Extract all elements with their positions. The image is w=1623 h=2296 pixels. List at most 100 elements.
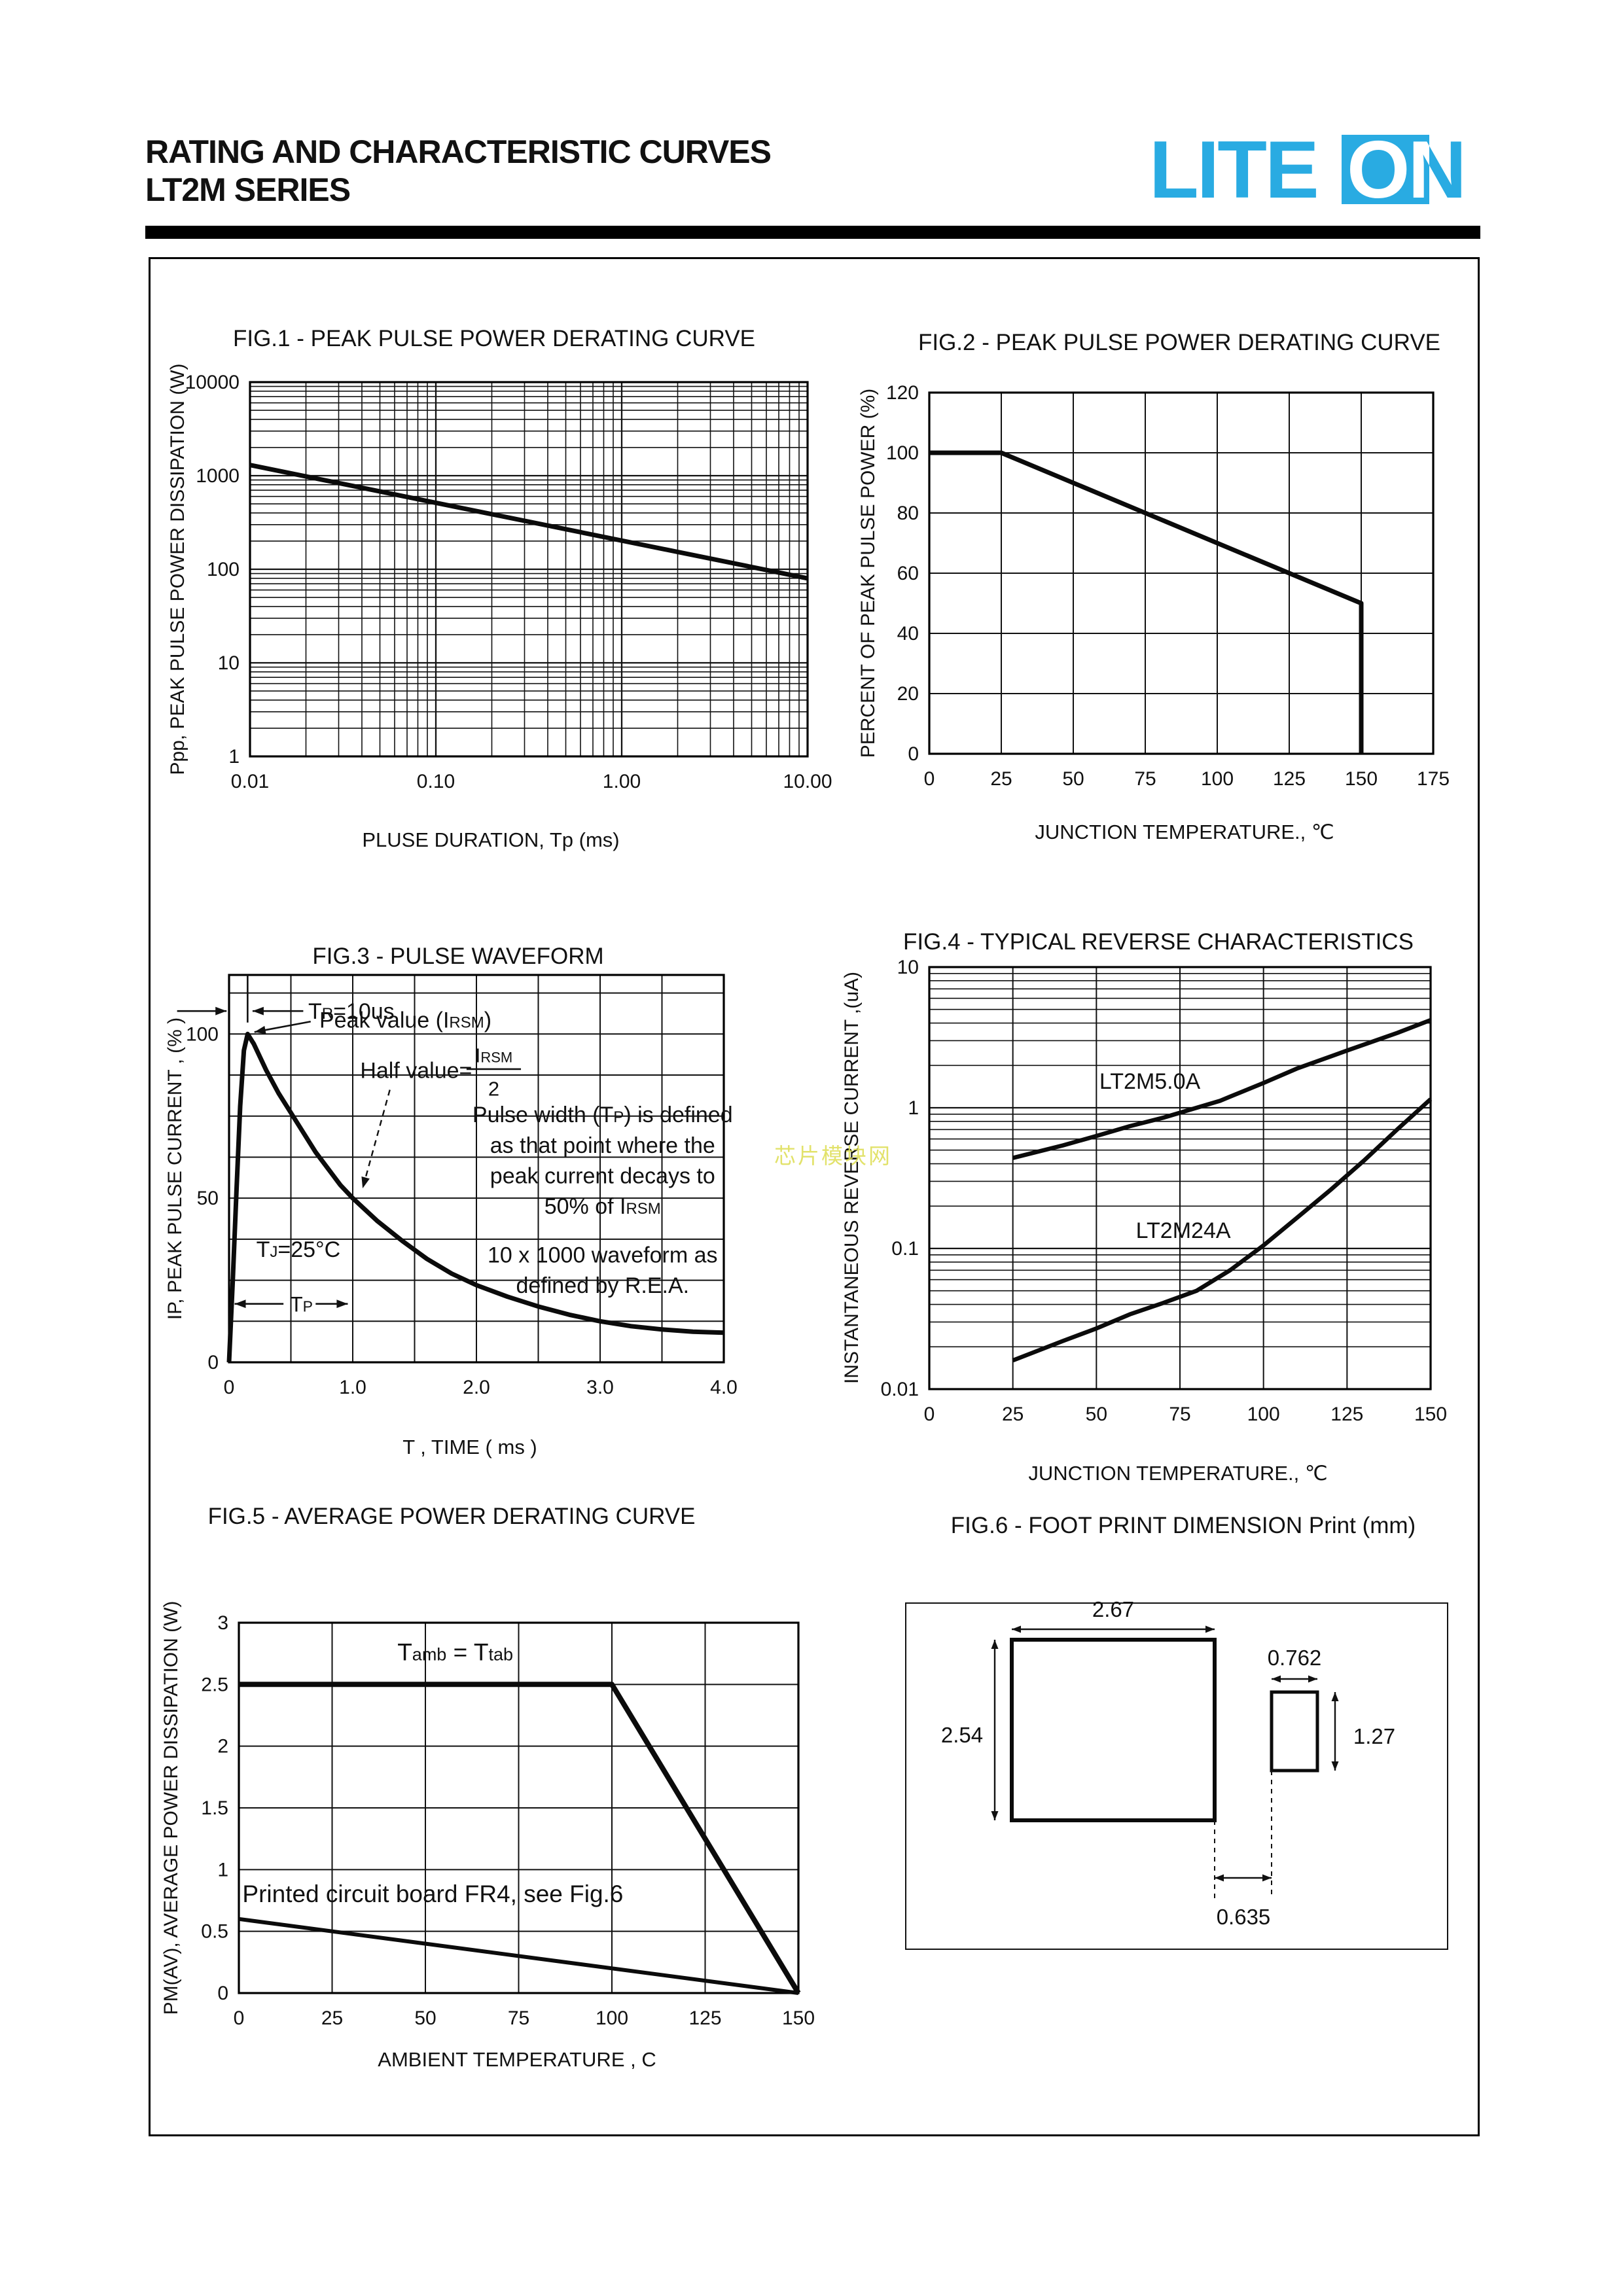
fig2-tick-labels: 0 25 50 75 100 125 150 175 0 20 40 60 80 100 120 [886, 382, 1450, 790]
svg-text:75: 75 [1134, 768, 1156, 790]
fig4-series-1 [1012, 1097, 1433, 1363]
fig1-series-0 [249, 463, 808, 581]
svg-text:0: 0 [207, 1352, 219, 1373]
fig1-tick-labels: 0.01 0.10 1.00 10.00 1 10 100 1000 10000 [185, 372, 832, 792]
svg-text:150: 150 [1345, 768, 1378, 790]
fig4-y-axis-title: INSTANTANEOUS REVERSE CURRENT ,(uA) [841, 971, 863, 1385]
fig2-chart: 0 25 50 75 100 125 150 175 0 20 40 60 80 100 120 [886, 382, 1450, 790]
svg-text:0: 0 [234, 2007, 245, 2029]
fig3-annotation: Peak value (IRSM) [319, 1008, 491, 1033]
svg-text:0: 0 [224, 1377, 235, 1398]
fig3-fraction-label: Half value= [360, 1058, 472, 1083]
fig6-small-pad [1270, 1690, 1319, 1773]
svg-text:2.5: 2.5 [201, 1674, 228, 1695]
fig3-annotation: 10 x 1000 waveform as [488, 1243, 718, 1267]
svg-text:0: 0 [924, 768, 935, 790]
fig4-chart: 0 25 50 75 100 125 150 0.01 0.1 1 10 LT2M5.0A LT2M24… [881, 957, 1447, 1425]
svg-text:2.0: 2.0 [463, 1377, 490, 1398]
svg-text:100: 100 [1201, 768, 1234, 790]
svg-text:40: 40 [897, 623, 919, 645]
svg-text:0.5: 0.5 [201, 1921, 228, 1943]
fig4-tick-labels: 0 25 50 75 100 125 150 0.01 0.1 1 10 [881, 957, 1447, 1425]
fig5-tick-labels: 0 25 50 75 100 125 150 0 0.5 1 1.5 2 2.5 3 [201, 1612, 815, 2029]
fig5-y-axis-title: PM(AV), AVERAGE POWER DISSIPATION (W) [160, 1600, 182, 2015]
fig5-series-0 [239, 1682, 801, 1995]
svg-text:0: 0 [217, 1983, 228, 2004]
svg-text:50: 50 [1062, 768, 1084, 790]
fig5-grid [238, 1622, 799, 1994]
fig4-title: FIG.4 - TYPICAL REVERSE CHARACTERISTICS [903, 929, 1414, 955]
svg-text:1: 1 [217, 1859, 228, 1881]
svg-text:10: 10 [218, 652, 240, 674]
svg-text:100: 100 [596, 2007, 628, 2029]
fig3-annotation: as that point where the [490, 1133, 715, 1158]
fig1-chart: 0.01 0.10 1.00 10.00 1 10 100 1000 10000 [185, 372, 832, 792]
svg-text:20: 20 [897, 683, 919, 705]
fig6-frame [905, 1602, 1448, 1950]
svg-text:50: 50 [197, 1188, 219, 1209]
svg-text:175: 175 [1417, 768, 1450, 790]
svg-text:100: 100 [1247, 1404, 1280, 1425]
svg-text:25: 25 [321, 2007, 343, 2029]
svg-text:2: 2 [217, 1736, 228, 1757]
liteon-logo-on-inner: ON [1347, 125, 1465, 215]
svg-text:10000: 10000 [185, 372, 240, 393]
fig5-chart: 0 25 50 75 100 125 150 0 0.5 1 1.5 2 2.5 3 Tamb = Ttab… [201, 1612, 815, 2029]
fig3-annotation: 50% of IRSM [544, 1194, 661, 1219]
fig4-x-axis-title: JUNCTION TEMPERATURE., ℃ [1028, 1462, 1328, 1485]
svg-text:10.00: 10.00 [783, 771, 832, 792]
fig3-series-0 [226, 1031, 724, 1363]
page-title: RATING AND CHARACTERISTIC CURVES [145, 133, 772, 170]
fig2-y-axis-title: PERCENT OF PEAK PULSE POWER (%) [857, 388, 879, 758]
fig6-dim-label: 2.54 [941, 1723, 983, 1747]
svg-text:100: 100 [207, 559, 240, 580]
svg-text:25: 25 [990, 768, 1012, 790]
fig5-annotation: Printed circuit board FR4, see Fig.6 [242, 1881, 623, 1907]
fig3-annotation: TJ=25°C [257, 1237, 341, 1262]
fig1-plot-border [249, 381, 809, 758]
fig6-dim-label: 0.635 [1217, 1905, 1271, 1929]
svg-text:0.10: 0.10 [417, 771, 455, 792]
watermark: 芯片模块网 [774, 1144, 892, 1168]
svg-text:1000: 1000 [196, 465, 240, 487]
fig3-plot-border [228, 974, 725, 1364]
svg-text:50: 50 [414, 2007, 436, 2029]
svg-text:25: 25 [1002, 1404, 1024, 1425]
svg-text:0.1: 0.1 [891, 1238, 919, 1260]
svg-text:150: 150 [1414, 1404, 1447, 1425]
svg-text:75: 75 [508, 2007, 529, 2029]
fig6-title: FIG.6 - FOOT PRINT DIMENSION Print (mm) [950, 1513, 1416, 1538]
svg-text:2: 2 [488, 1078, 499, 1101]
svg-text:120: 120 [886, 382, 919, 404]
fig3-annotation: peak current decays to [490, 1164, 715, 1189]
svg-text:1.0: 1.0 [339, 1377, 366, 1398]
fig4-plot-border [928, 966, 1432, 1390]
fig3-title: FIG.3 - PULSE WAVEFORM [312, 944, 604, 969]
fig3-annotation: TR=10us [308, 999, 395, 1024]
fig2-x-axis-title: JUNCTION TEMPERATURE., ℃ [1035, 821, 1334, 843]
fig2-title: FIG.2 - PEAK PULSE POWER DERATING CURVE [918, 330, 1441, 355]
fig2-series-0 [929, 450, 1364, 754]
svg-text:100: 100 [886, 442, 919, 464]
fig3-grid [228, 975, 724, 1363]
svg-text:10: 10 [897, 957, 919, 978]
figures-panel [149, 257, 1480, 2136]
fig5-x-axis-title: AMBIENT TEMPERATURE , C [378, 2048, 656, 2071]
svg-text:50: 50 [1086, 1404, 1107, 1425]
svg-text:80: 80 [897, 503, 919, 524]
fig5-plot-border [238, 1621, 800, 1994]
svg-text:125: 125 [1273, 768, 1306, 790]
fig1-x-axis-title: PLUSE DURATION, Tp (ms) [362, 828, 620, 851]
liteon-logo: LITEONON [1149, 125, 1467, 215]
fig4-series-0 [1012, 1017, 1432, 1160]
svg-text:1: 1 [908, 1097, 919, 1119]
fig6-large-pad [1010, 1638, 1217, 1822]
fig2-plot-border [928, 391, 1435, 755]
svg-text:125: 125 [688, 2007, 721, 2029]
svg-text:1.00: 1.00 [603, 771, 641, 792]
svg-text:1.5: 1.5 [201, 1797, 228, 1819]
fig3-annotation: TP [290, 1293, 313, 1316]
svg-text:0.01: 0.01 [881, 1379, 919, 1400]
fig3-annotation: Pulse width (TP) is defined [473, 1103, 733, 1127]
